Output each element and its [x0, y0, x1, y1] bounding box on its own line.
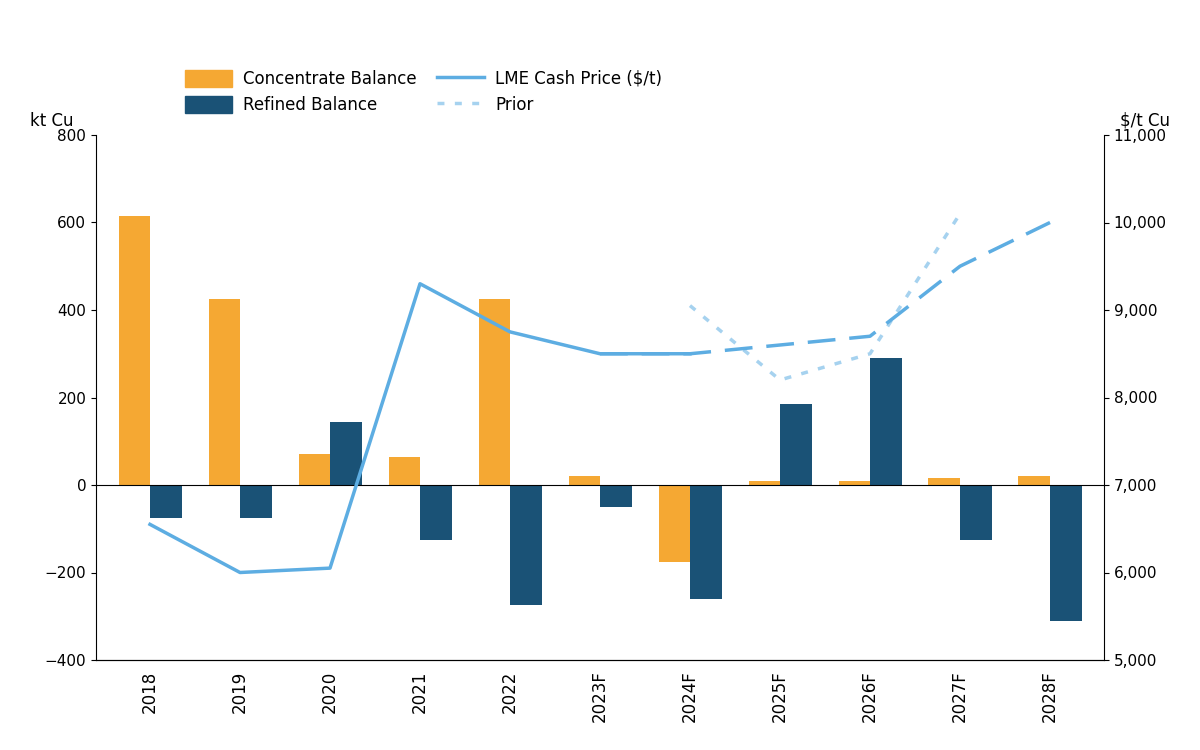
Bar [420, 485, 451, 540]
Bar [929, 478, 960, 485]
Bar [330, 422, 361, 485]
Bar [510, 485, 541, 605]
Text: $/t Cu: $/t Cu [1120, 112, 1170, 130]
Bar [150, 485, 181, 518]
Bar [240, 485, 271, 518]
Bar [1019, 476, 1050, 485]
Bar [299, 454, 330, 485]
Legend: Concentrate Balance, Refined Balance, LME Cash Price ($/t), Prior: Concentrate Balance, Refined Balance, LM… [185, 70, 662, 115]
Bar [780, 404, 811, 485]
Bar [119, 216, 150, 485]
Bar [690, 485, 721, 598]
Bar [209, 299, 240, 485]
Text: kt Cu: kt Cu [30, 112, 74, 130]
Bar [659, 485, 690, 562]
Bar [749, 481, 780, 485]
Bar [960, 485, 991, 540]
Bar [870, 358, 901, 485]
Bar [569, 476, 600, 485]
Bar [839, 481, 870, 485]
Bar [479, 299, 510, 485]
Bar [389, 457, 420, 485]
Bar [1050, 485, 1081, 621]
Bar [600, 485, 631, 507]
